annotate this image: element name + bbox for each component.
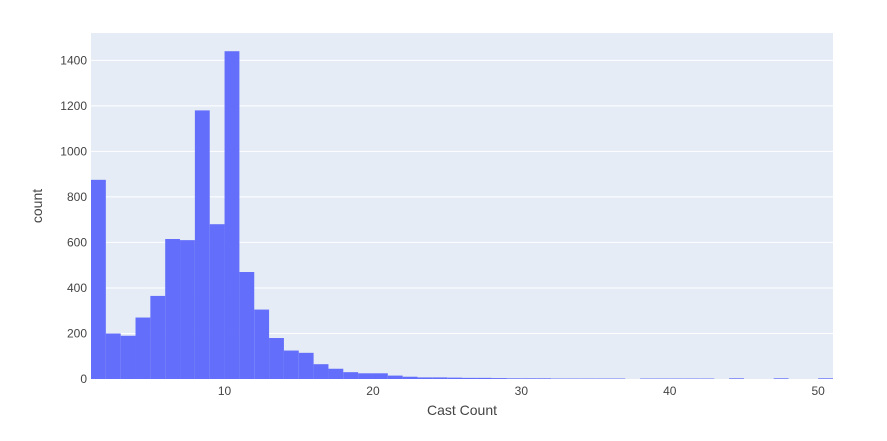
histogram-bar — [194, 110, 210, 379]
histogram-bar — [372, 373, 388, 379]
histogram-bar — [729, 378, 744, 379]
y-tick-label: 1200 — [60, 99, 87, 113]
bars — [91, 51, 833, 380]
y-axis-ticks: 0 200 400 600 800 1000 1200 1400 — [60, 53, 87, 386]
x-axis-title: Cast Count — [427, 402, 497, 418]
x-axis-ticks: 10 20 30 40 50 — [218, 384, 825, 398]
histogram-bar — [180, 240, 195, 379]
histogram-bar — [476, 377, 492, 379]
histogram-bar — [328, 368, 344, 379]
histogram-bar — [462, 377, 477, 379]
histogram-bar — [387, 375, 403, 379]
histogram-bar — [91, 179, 106, 379]
histogram-bar — [536, 378, 552, 379]
histogram-bar — [135, 317, 151, 379]
y-tick-label: 1000 — [60, 144, 87, 158]
histogram-bar — [402, 376, 418, 379]
x-tick-label: 40 — [663, 384, 677, 398]
histogram-bar — [521, 378, 537, 379]
histogram-bar — [209, 224, 225, 379]
histogram-bar — [150, 295, 166, 379]
histogram-bar — [432, 377, 448, 379]
histogram-bar — [239, 272, 255, 379]
histogram-bar — [491, 378, 507, 379]
histogram-bar — [818, 378, 833, 379]
x-tick-label: 10 — [218, 384, 232, 398]
x-tick-label: 20 — [366, 384, 380, 398]
histogram-bar — [283, 350, 299, 379]
y-tick-label: 600 — [67, 235, 87, 249]
histogram-bar — [105, 333, 121, 379]
histogram-bar — [165, 239, 181, 379]
x-tick-label: 30 — [515, 384, 529, 398]
histogram-bar — [343, 372, 359, 379]
histogram-bar — [773, 378, 789, 379]
histogram-bar — [298, 352, 314, 379]
histogram-bar — [224, 51, 240, 380]
y-tick-label: 400 — [67, 281, 87, 295]
histogram-bar — [506, 378, 522, 379]
x-tick-label: 50 — [811, 384, 825, 398]
histogram-bar — [120, 335, 136, 379]
y-tick-label: 200 — [67, 326, 87, 340]
histogram-bar — [358, 373, 373, 379]
histogram-bar — [313, 364, 329, 379]
y-tick-label: 1400 — [60, 53, 87, 67]
y-tick-label: 0 — [80, 372, 87, 386]
histogram-bar — [269, 338, 284, 379]
histogram-bar — [417, 377, 433, 379]
histogram-bar — [254, 309, 270, 379]
y-tick-label: 800 — [67, 190, 87, 204]
histogram-bar — [447, 377, 462, 379]
y-axis-title: count — [29, 189, 45, 223]
